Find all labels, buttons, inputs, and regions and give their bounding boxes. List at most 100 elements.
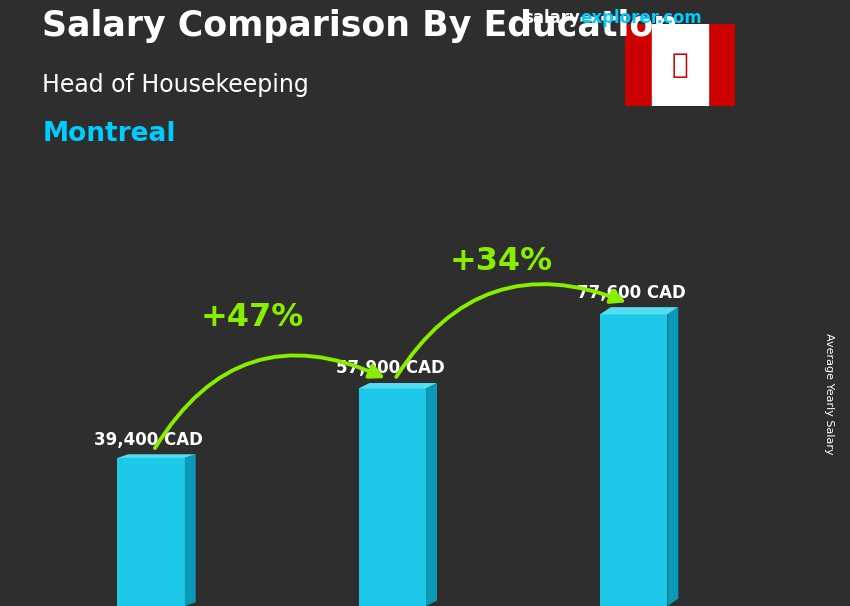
Bar <box>600 524 667 528</box>
Bar <box>359 472 426 476</box>
Bar <box>117 599 184 601</box>
Bar <box>117 500 184 502</box>
Bar <box>600 504 667 509</box>
Bar <box>117 482 184 485</box>
Bar <box>117 574 184 576</box>
Bar <box>359 533 426 537</box>
Bar <box>600 558 667 562</box>
Bar <box>117 544 184 547</box>
Text: 57,900 CAD: 57,900 CAD <box>336 359 445 378</box>
Text: Salary Comparison By Education: Salary Comparison By Education <box>42 9 678 43</box>
Bar <box>359 443 426 447</box>
Text: 39,400 CAD: 39,400 CAD <box>94 431 203 448</box>
Bar <box>359 450 426 454</box>
Bar <box>117 461 184 463</box>
Bar <box>117 510 184 512</box>
Bar <box>359 584 426 588</box>
Bar <box>359 436 426 439</box>
Bar <box>359 504 426 508</box>
Text: salary: salary <box>523 9 580 27</box>
Bar <box>600 411 667 416</box>
Bar <box>600 601 667 606</box>
Bar <box>600 407 667 411</box>
Bar <box>359 425 426 428</box>
Bar <box>600 402 667 407</box>
Bar <box>600 324 667 329</box>
Bar <box>600 416 667 421</box>
Bar <box>359 454 426 458</box>
Bar <box>359 439 426 443</box>
Bar <box>600 480 667 485</box>
Bar <box>600 387 667 392</box>
Bar <box>600 567 667 572</box>
Bar <box>359 414 426 418</box>
Bar <box>600 577 667 582</box>
Text: +47%: +47% <box>201 302 304 333</box>
Bar <box>117 559 184 562</box>
Bar <box>117 532 184 534</box>
Bar <box>117 571 184 574</box>
Bar <box>359 501 426 504</box>
Bar <box>359 410 426 414</box>
Bar <box>600 344 667 348</box>
Bar <box>359 392 426 396</box>
Bar <box>625 24 653 106</box>
Bar <box>359 591 426 595</box>
Bar <box>600 421 667 426</box>
Bar <box>359 548 426 551</box>
Bar <box>600 538 667 543</box>
Bar <box>600 509 667 514</box>
Bar <box>117 591 184 594</box>
Bar <box>600 348 667 353</box>
Bar <box>600 334 667 339</box>
Bar <box>600 553 667 558</box>
Bar <box>600 436 667 441</box>
Bar <box>117 564 184 567</box>
Bar <box>600 441 667 445</box>
Bar <box>359 487 426 490</box>
Bar <box>600 591 667 596</box>
Bar <box>359 573 426 577</box>
Bar <box>117 586 184 589</box>
Bar <box>117 514 184 517</box>
Bar <box>600 528 667 533</box>
Bar <box>117 569 184 571</box>
Bar <box>600 465 667 470</box>
Bar <box>359 483 426 487</box>
Bar <box>117 594 184 596</box>
Bar <box>359 566 426 570</box>
Bar <box>359 428 426 432</box>
Bar <box>600 431 667 436</box>
Bar <box>359 508 426 511</box>
Bar <box>117 601 184 604</box>
Bar <box>117 517 184 520</box>
Bar <box>359 595 426 599</box>
Polygon shape <box>359 383 437 388</box>
Bar <box>359 458 426 461</box>
Bar <box>359 522 426 526</box>
Bar <box>117 463 184 465</box>
Text: explorer.com: explorer.com <box>581 9 702 27</box>
Bar <box>600 562 667 567</box>
Bar <box>117 551 184 554</box>
Bar <box>117 507 184 510</box>
Bar <box>117 604 184 606</box>
Bar <box>359 407 426 410</box>
Bar <box>653 24 707 106</box>
Bar <box>117 512 184 514</box>
Bar <box>117 520 184 522</box>
Bar <box>359 570 426 573</box>
Bar <box>359 476 426 479</box>
Bar <box>117 495 184 498</box>
Bar <box>359 537 426 541</box>
Bar <box>600 490 667 494</box>
Bar <box>600 485 667 490</box>
Bar <box>117 525 184 527</box>
Bar <box>600 460 667 465</box>
Bar <box>600 494 667 499</box>
Bar <box>117 475 184 478</box>
Bar <box>359 551 426 555</box>
Bar <box>117 480 184 482</box>
Bar <box>359 530 426 533</box>
Bar <box>117 468 184 470</box>
